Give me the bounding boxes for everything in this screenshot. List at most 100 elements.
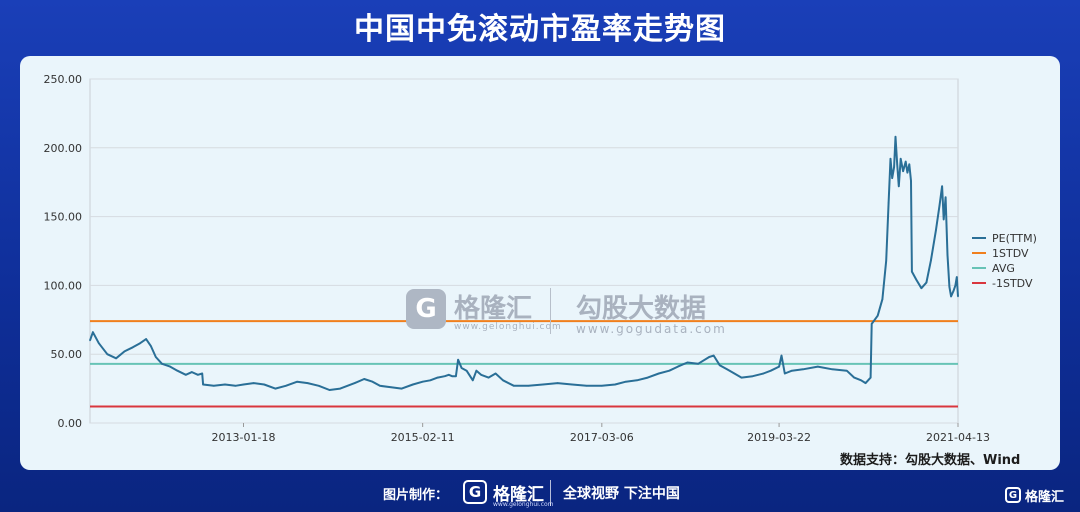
pe-data-point [791,369,793,372]
legend-label: -1STDV [992,277,1033,290]
watermark-brand-url: www.gelonghui.com [454,322,562,332]
pe-data-point [944,196,947,199]
pe-data-point [155,356,157,358]
pe-data-point [274,387,277,390]
pe-data-point [390,386,392,389]
pe-data-point [263,383,265,386]
pe-data-point [571,383,573,386]
pe-data-point [718,364,721,367]
x-tick-label: 2015-02-11 [391,431,455,444]
legend-label: PE(TTM) [992,232,1037,245]
pe-data-point [487,376,490,379]
footer-brand-url: www.gelonghui.com [493,501,554,508]
pe-data-point [948,286,951,288]
watermark-divider [550,288,551,334]
pe-data-point [139,342,141,345]
pe-data-point [191,371,193,373]
pe-data-point [930,259,932,262]
pe-data-point [318,385,320,387]
pe-data-point [925,281,928,284]
data-source: 数据支持：勾股大数据、Wind [840,453,1021,468]
pe-data-point [915,279,918,281]
pe-data-point [176,369,179,372]
pe-data-point [150,345,152,347]
pe-data-point [92,331,94,334]
pe-data-point [802,368,804,371]
pe-data-point [941,185,943,188]
footer-slogan: 全球视野 下注中国 [563,486,680,502]
pe-data-point [213,385,215,387]
pe-data-point [733,372,736,375]
pe-data-point [98,342,100,345]
pe-data-point [864,382,867,384]
pe-data-point [513,385,515,387]
pe-data-point [869,376,872,379]
pe-data-point [106,353,109,356]
watermark-data-url: www.gogudata.com [576,322,727,336]
pe-data-point [527,385,530,387]
footer-divider [550,480,551,506]
pe-data-point [762,372,765,375]
series-layer [89,135,959,391]
pe-data-point [896,163,898,166]
y-tick-label: 100.00 [44,279,83,292]
pe-data-point [708,356,710,358]
pe-data-point [400,387,403,390]
footer: 图片制作： G 格隆汇 www.gelonghui.com 全球视野 下注中国 … [0,474,1080,512]
pe-data-point [625,380,627,383]
footer-logo-icon: G [463,480,487,504]
pe-data-point [465,369,468,372]
pe-data-point [899,158,902,160]
pe-data-point [472,379,474,382]
pe-data-point [502,379,504,382]
pe-ttm-line [89,135,959,391]
pe-data-point [494,372,497,375]
pe-data-point [751,375,754,378]
pe-data-point [132,346,134,349]
pe-data-point [906,171,909,174]
pe-data-point [115,357,117,360]
x-tick-label: 2017-03-06 [570,431,634,444]
pe-data-point [950,295,952,298]
pe-data-point [285,385,287,387]
pe-data-point [946,254,949,256]
pe-data-point [379,385,381,387]
pe-data-point [740,376,743,379]
legend: PE(TTM) 1STDV AVG -1STDV [972,232,1037,290]
pe-data-point [726,368,728,371]
pe-data-point [677,365,679,368]
pe-data-point [145,338,147,340]
pe-data-point [889,158,892,160]
x-tick-label: 2021-04-13 [926,431,990,444]
pe-data-point [712,354,715,357]
footer-brand: 格隆汇 [493,485,544,505]
pe-data-point [252,382,255,384]
y-tick-label: 250.00 [44,73,83,86]
y-tick-label: 0.00 [58,417,83,430]
plot-border [89,78,959,424]
pe-data-point [957,295,959,298]
pe-data-point [542,383,544,386]
pe-data-point [778,365,780,368]
pe-data-point [242,383,245,386]
pe-data-point [920,287,923,289]
pe-data-point [904,160,907,163]
pe-data-point [893,166,895,168]
pe-data-point [846,369,848,372]
watermark-data-brand: 勾股大数据 [576,294,707,324]
pe-data-point [480,374,482,376]
y-tick-label: 50.00 [51,348,83,361]
pe-data-point [296,380,299,383]
watermark-logo-icon: G [406,289,446,329]
pe-data-point [614,383,616,386]
chart-panel: 0.00 50.00 100.00 150.00 200.00 250.00 2013-01… [20,56,1060,470]
pe-data-point [938,204,941,207]
watermark-brand: 格隆汇 [454,294,533,324]
pe-data-point [556,382,559,384]
legend-label: 1STDV [992,247,1029,260]
pe-data-point [646,376,649,379]
pe-data-point [123,350,126,353]
axis-layer: 0.00 50.00 100.00 150.00 200.00 250.00 2013-01… [44,73,990,444]
pe-data-point [658,372,660,375]
grid-layer [89,78,959,424]
